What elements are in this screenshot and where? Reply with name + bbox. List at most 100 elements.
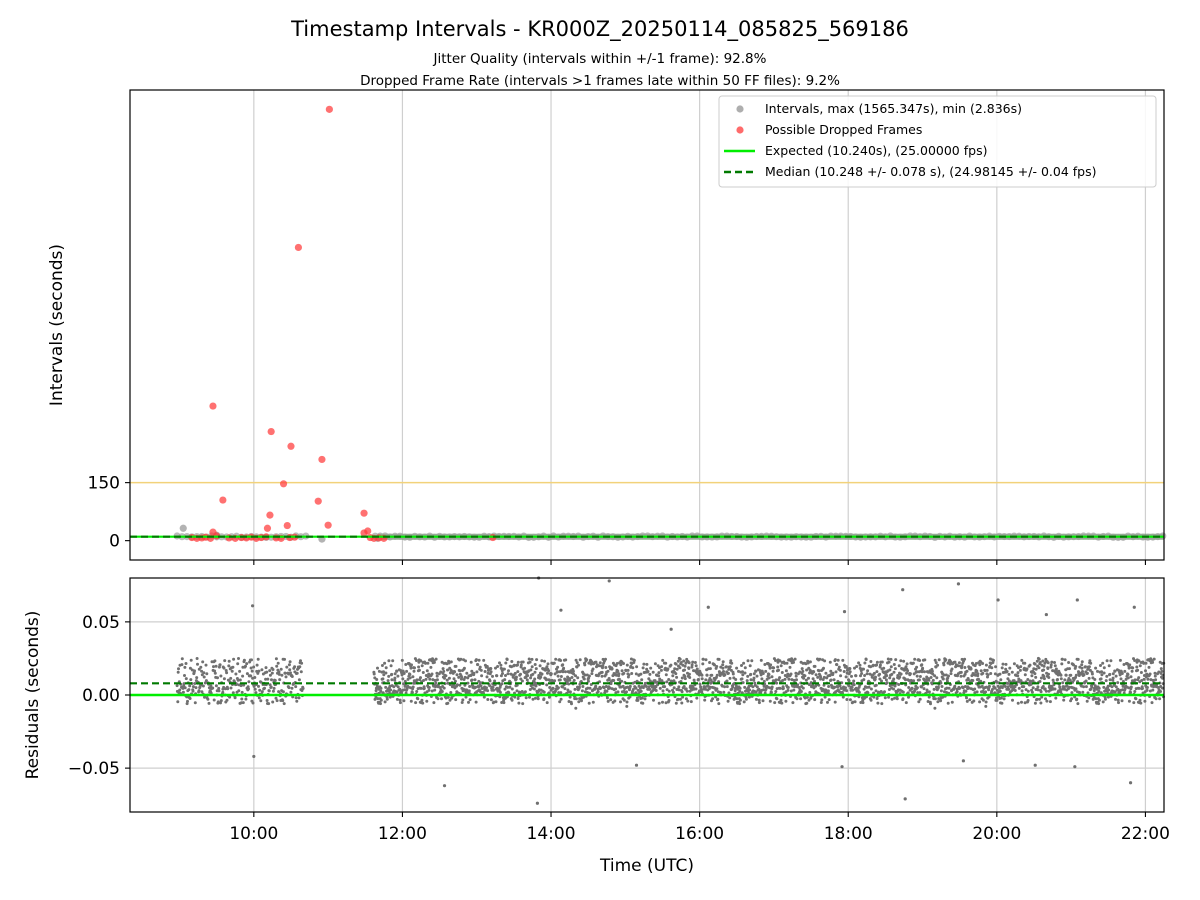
residual-point [892,687,895,691]
residual-point [775,697,779,701]
residual-point [293,665,297,669]
residual-point [225,698,229,702]
residual-point [738,689,742,693]
residual-point [520,679,524,683]
residual-point [1156,686,1160,689]
residual-point [819,701,823,704]
residual-point [852,683,856,687]
residual-point [657,671,661,675]
residual-point [1126,673,1130,676]
residual-point [661,658,665,662]
residual-point [723,685,727,689]
residual-point [625,690,628,694]
residual-point [690,665,694,669]
residual-point [838,684,842,688]
residual-point [240,697,244,701]
residual-point [802,676,806,680]
residual-point [1063,678,1067,682]
residual-point [941,677,945,681]
residual-point [738,686,742,690]
residual-point [664,661,668,665]
residual-point [1130,669,1134,673]
residual-point [419,659,423,663]
residual-point [521,702,525,706]
residual-point [789,672,793,676]
residual-point [223,659,227,663]
residual-point [294,696,298,700]
residual-point [398,698,402,702]
residual-point [209,684,213,688]
residual-point [755,674,759,678]
residual-point [716,697,720,701]
residual-point [979,669,983,673]
residual-point [1120,699,1124,703]
residual-point [1061,681,1065,685]
residual-point [604,672,608,676]
residual-point [1133,659,1137,662]
residual-point [519,677,523,681]
residual-point [885,681,889,685]
residual-point [965,696,968,700]
residual-point [732,697,736,701]
residual-outlier-point [442,784,447,788]
residual-point [381,677,385,681]
residual-point [832,678,836,682]
residual-point [1157,670,1161,674]
residual-point [440,690,444,693]
residual-point [779,698,783,702]
dropped-frame-point [266,511,274,519]
residual-point [675,667,679,671]
residual-point [749,672,753,676]
residual-point [188,684,192,688]
dropped-frame-point [283,521,291,530]
residual-point [643,697,647,701]
residual-point [204,663,208,667]
residual-point [405,669,409,673]
residual-point [904,665,908,669]
residual-point [692,678,696,682]
residual-point [1102,671,1106,675]
residual-point [389,688,393,692]
residual-point [1097,702,1101,706]
residual-point [767,673,771,676]
residual-point [1068,667,1071,671]
residual-point [862,678,866,682]
residual-point [960,664,964,668]
residual-point [408,673,412,676]
residual-point [300,661,304,665]
residual-point [956,664,960,668]
residual-point [295,699,299,703]
residual-point [250,669,254,673]
residual-point [1058,686,1062,689]
residual-point [1146,677,1150,681]
residual-point [866,691,870,695]
residual-point [412,669,416,673]
residual-point [485,686,488,690]
residual-point [267,689,271,693]
residual-point [419,676,422,680]
residual-point [924,679,928,683]
residual-point [1059,677,1063,681]
residual-point [963,685,967,688]
residual-point [1047,672,1050,676]
residual-point [835,663,839,667]
residual-point [551,686,555,690]
residual-point [1026,678,1030,681]
residual-point [848,698,852,702]
residual-point [1075,697,1079,701]
residual-point [547,691,551,695]
residual-point [449,671,452,675]
residual-point [275,699,279,703]
residual-point [570,702,573,706]
dropped-frame-point [209,402,217,410]
residual-point [201,660,205,664]
residual-point [1078,690,1081,694]
residual-point [699,686,703,689]
residual-point [959,674,963,678]
residual-point [646,670,650,673]
residual-point [546,671,549,675]
residual-point [845,689,849,693]
residual-point [751,685,755,689]
residual-point [1025,667,1029,671]
residual-point [783,661,787,665]
